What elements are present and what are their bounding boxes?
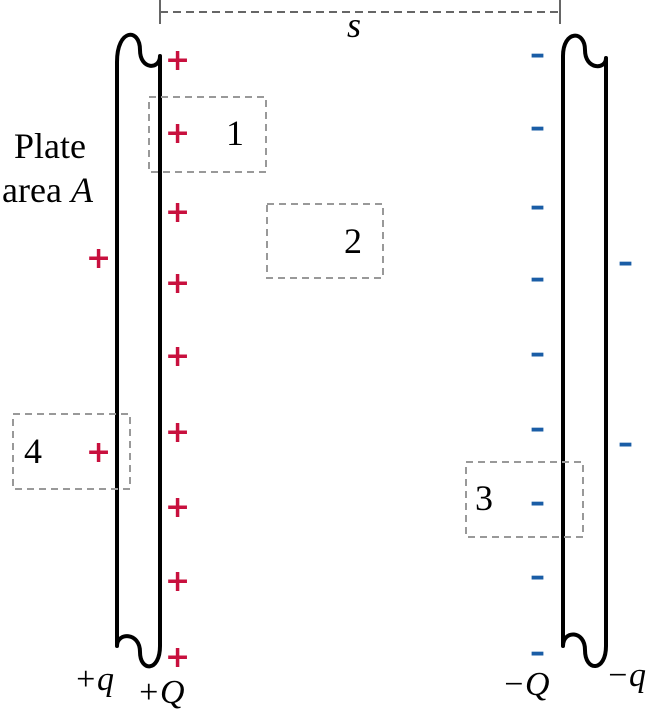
minus-charge: – <box>530 635 545 670</box>
inner-positive-charges: + + + + + + + + + <box>165 43 190 675</box>
region-2-box <box>266 203 384 279</box>
left-outer-charge-label: +q <box>74 661 114 698</box>
separation-label: s <box>347 5 361 45</box>
plus-charge: + <box>165 43 190 78</box>
right-outer-charge-label: −q <box>606 657 646 694</box>
minus-charge: – <box>618 426 633 461</box>
minus-charge: – <box>530 411 545 446</box>
region-4-label: 4 <box>24 431 42 471</box>
plus-charge: + <box>165 116 190 151</box>
left-inner-charge-label: +Q <box>137 674 185 711</box>
separation-dimension: s <box>159 0 561 45</box>
minus-charge: – <box>530 189 545 224</box>
region-1-label: 1 <box>226 113 244 153</box>
left-plate <box>115 32 162 669</box>
plus-charge: + <box>86 241 111 276</box>
plus-charge: + <box>165 339 190 374</box>
minus-charge: – <box>530 485 545 520</box>
plus-charge: + <box>165 640 190 675</box>
plate-area-label-line2: area A <box>2 170 94 210</box>
region-3-label: 3 <box>475 478 493 518</box>
minus-charge: – <box>530 336 545 371</box>
minus-charge: – <box>618 245 633 280</box>
minus-charge: – <box>530 261 545 296</box>
plus-charge: + <box>165 490 190 525</box>
plus-charge: + <box>165 195 190 230</box>
minus-charge: – <box>530 110 545 145</box>
plus-charge: + <box>165 266 190 301</box>
right-plate <box>561 33 608 668</box>
minus-charge: – <box>530 37 545 72</box>
right-inner-charge-label: −Q <box>502 666 550 703</box>
inner-negative-charges: – – – – – – – – – <box>530 37 545 670</box>
plate-area-label-line1: Plate <box>14 126 86 166</box>
plus-charge: + <box>165 564 190 599</box>
plus-charge: + <box>86 435 111 470</box>
outer-positive-charges: + + <box>86 241 111 470</box>
plus-charge: + <box>165 415 190 450</box>
outer-negative-charges: – – <box>618 245 633 461</box>
minus-charge: – <box>530 559 545 594</box>
region-2-label: 2 <box>344 221 362 261</box>
